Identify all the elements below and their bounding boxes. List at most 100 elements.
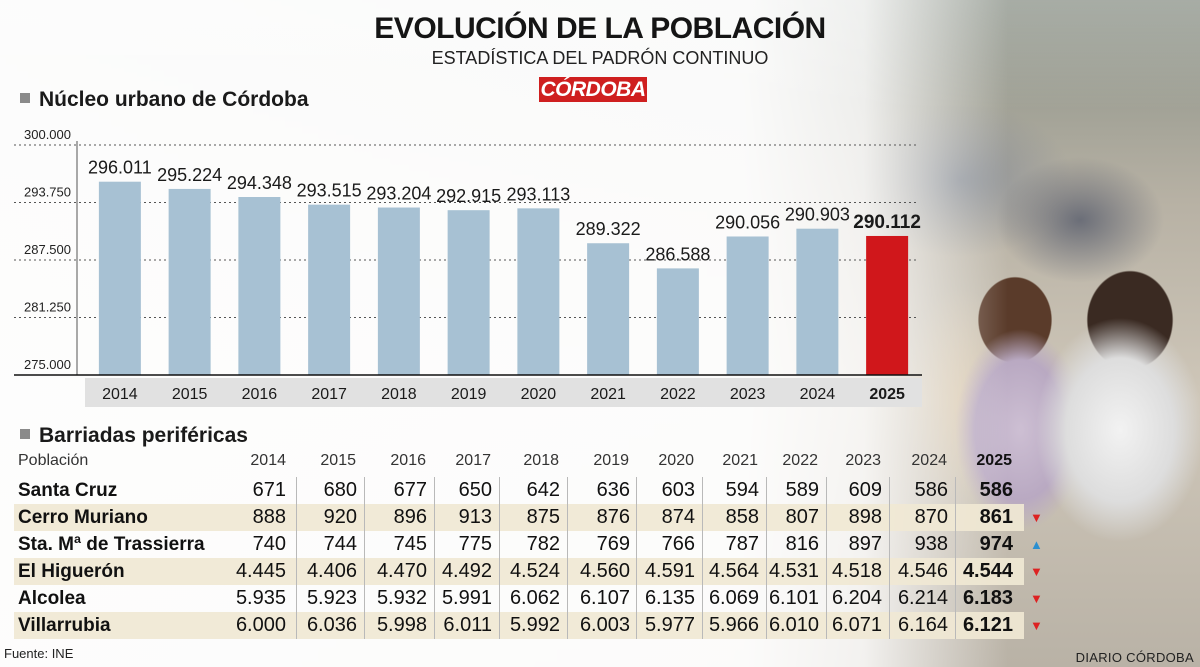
table-cell: 913 xyxy=(434,504,492,531)
table-cell: 5.998 xyxy=(364,612,427,639)
row-label: Cerro Muriano xyxy=(18,507,148,528)
bar-value-label: 290.056 xyxy=(715,212,780,232)
table-cell: 4.406 xyxy=(296,558,357,585)
table-cell: 6.071 xyxy=(826,612,882,639)
table-cell: 5.932 xyxy=(364,585,427,612)
table-cell: 4.445 xyxy=(235,560,286,582)
table-header-year: 2016 xyxy=(390,452,426,469)
table-cell: 5.977 xyxy=(636,612,695,639)
bar-value-label: 294.348 xyxy=(227,173,292,193)
table-section-title: Barriadas periféricas xyxy=(20,424,248,448)
table-cell: 6.010 xyxy=(766,612,819,639)
table-cell: 6.183 xyxy=(955,585,1013,612)
trend-up-icon: ▲ xyxy=(1030,537,1043,552)
table-cell: 6.011 xyxy=(434,612,492,639)
table-cell: 4.544 xyxy=(955,558,1013,585)
table-header-year: 2017 xyxy=(455,452,491,469)
x-tick-label: 2017 xyxy=(311,386,347,403)
chart-section-title: Núcleo urbano de Córdoba xyxy=(20,88,309,112)
table-header-year: 2025 xyxy=(976,452,1012,469)
x-tick-label: 2024 xyxy=(800,386,836,403)
trend-down-icon: ▼ xyxy=(1030,510,1043,525)
table-cell: 769 xyxy=(567,531,630,558)
table-row: Sta. Mª de Trassierra 740 744 745 775 782 769 7… xyxy=(14,531,1043,558)
bar xyxy=(587,243,630,375)
x-axis-band xyxy=(85,378,922,407)
row-label: El Higuerón xyxy=(18,561,125,582)
table-cell: 603 xyxy=(636,477,695,504)
table-cell: 4.470 xyxy=(364,558,427,585)
y-tick-label: 275.000 xyxy=(24,357,71,372)
table-cell: 6.062 xyxy=(499,585,560,612)
table-header-year: 2020 xyxy=(658,452,694,469)
table-cell: 5.923 xyxy=(296,585,357,612)
table-cell: 775 xyxy=(434,531,492,558)
table-header-year: 2022 xyxy=(782,452,818,469)
table-header-year: 2018 xyxy=(523,452,559,469)
bar xyxy=(447,210,490,375)
table-cell: 740 xyxy=(252,533,286,555)
table-cell: 680 xyxy=(296,477,357,504)
y-tick-label: 281.250 xyxy=(24,300,71,315)
table-cell: 6.036 xyxy=(296,612,357,639)
table-cell: 4.564 xyxy=(702,558,759,585)
table-cell: 636 xyxy=(567,477,630,504)
table-cell: 6.003 xyxy=(567,612,630,639)
table-row: Villarrubia 6.000 6.036 5.998 6.011 5.992 6.00… xyxy=(14,612,1043,639)
trend-down-icon: ▼ xyxy=(1030,618,1043,633)
bar-value-label: 289.322 xyxy=(576,219,641,239)
table-cell: 787 xyxy=(702,531,759,558)
table-cell: 650 xyxy=(434,477,492,504)
y-tick-label: 300.000 xyxy=(24,127,71,142)
table-cell: 5.935 xyxy=(235,587,286,609)
bar xyxy=(517,208,560,375)
table-cell: 6.214 xyxy=(889,585,948,612)
table-cell: 677 xyxy=(364,477,427,504)
bar xyxy=(656,268,699,375)
bar xyxy=(238,196,281,375)
table-cell: 938 xyxy=(889,531,948,558)
bar xyxy=(308,204,351,375)
table-cell: 6.164 xyxy=(889,612,948,639)
table-cell: 586 xyxy=(955,477,1013,504)
bar xyxy=(377,207,420,375)
table-row: Cerro Muriano 888 920 896 913 875 876 874 858 807… xyxy=(14,504,1043,531)
y-tick-label: 287.500 xyxy=(24,242,71,257)
table-cell: 782 xyxy=(499,531,560,558)
table-cell: 4.560 xyxy=(567,558,630,585)
table-row: El Higuerón 4.445 4.406 4.470 4.492 4.524 4.56… xyxy=(14,558,1043,585)
table-header-year: 2019 xyxy=(593,452,629,469)
table-cell: 888 xyxy=(252,506,286,528)
bar-value-label: 293.204 xyxy=(366,184,431,204)
table-cell: 5.966 xyxy=(702,612,759,639)
bar-value-label: 293.515 xyxy=(297,181,362,201)
trend-down-icon: ▼ xyxy=(1030,564,1043,579)
table-row: Santa Cruz 671 680 677 650 642 636 603 594 589 609… xyxy=(14,477,1024,504)
table-cell: 870 xyxy=(889,504,948,531)
bar-value-label: 286.588 xyxy=(645,244,710,264)
bar xyxy=(726,236,769,375)
table-cell: 766 xyxy=(636,531,695,558)
brand-logo: CÓRDOBA xyxy=(539,77,647,102)
bar xyxy=(866,235,909,375)
table-cell: 671 xyxy=(252,479,286,501)
table-cell: 586 xyxy=(889,477,948,504)
bar xyxy=(796,228,839,375)
bar-value-label: 292.915 xyxy=(436,186,501,206)
x-tick-label: 2018 xyxy=(381,386,417,403)
table-cell: 6.069 xyxy=(702,585,759,612)
table-cell: 744 xyxy=(296,531,357,558)
page-title: EVOLUCIÓN DE LA POBLACIÓN xyxy=(374,12,826,45)
x-tick-label: 2016 xyxy=(242,386,278,403)
table-cell: 898 xyxy=(826,504,882,531)
table-cell: 594 xyxy=(702,477,759,504)
table-row: Alcolea 5.935 5.923 5.932 5.991 6.062 6.107 6.1… xyxy=(14,585,1043,612)
bar-value-label: 290.903 xyxy=(785,205,850,225)
table-cell: 4.524 xyxy=(499,558,560,585)
table-header-year: 2015 xyxy=(320,452,356,469)
table-cell: 875 xyxy=(499,504,560,531)
row-label: Villarrubia xyxy=(18,615,111,636)
y-tick-label: 293.750 xyxy=(24,185,71,200)
table-header-year: 2021 xyxy=(722,452,758,469)
table-cell: 642 xyxy=(499,477,560,504)
